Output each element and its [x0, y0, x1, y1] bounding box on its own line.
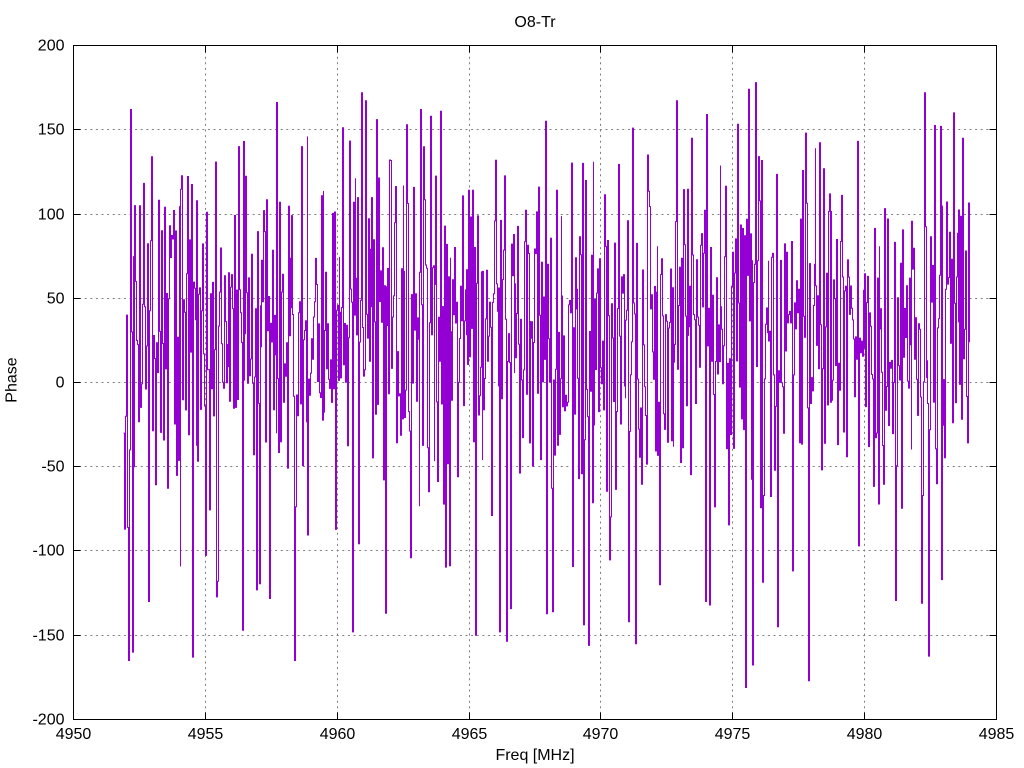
svg-text:4970: 4970: [583, 726, 619, 743]
svg-text:100: 100: [38, 207, 65, 224]
svg-text:4980: 4980: [847, 726, 883, 743]
svg-text:4985: 4985: [979, 726, 1015, 743]
svg-text:-100: -100: [32, 543, 64, 560]
svg-text:0: 0: [56, 375, 65, 392]
svg-text:O8-Tr: O8-Tr: [514, 14, 556, 31]
svg-text:4975: 4975: [715, 726, 751, 743]
svg-text:4960: 4960: [320, 726, 356, 743]
svg-text:Freq [MHz]: Freq [MHz]: [495, 747, 574, 764]
svg-text:150: 150: [38, 122, 65, 139]
svg-text:4955: 4955: [188, 726, 224, 743]
svg-text:200: 200: [38, 38, 65, 55]
svg-text:-150: -150: [32, 628, 64, 645]
svg-text:50: 50: [47, 291, 65, 308]
svg-text:4950: 4950: [56, 726, 92, 743]
svg-text:Phase: Phase: [4, 357, 21, 402]
svg-text:4965: 4965: [452, 726, 488, 743]
svg-text:-50: -50: [41, 459, 64, 476]
svg-text:-200: -200: [32, 712, 64, 729]
